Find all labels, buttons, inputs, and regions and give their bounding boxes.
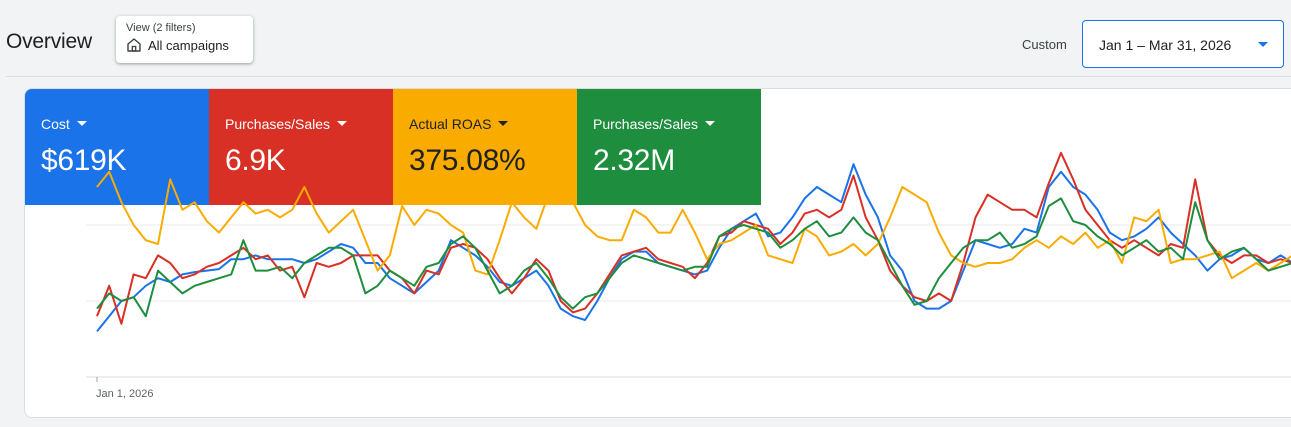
metric-tile-purchases-sales[interactable]: Purchases/Sales 6.9K: [209, 89, 393, 205]
series-line-4: [96, 197, 1291, 318]
page-title: Overview: [6, 30, 92, 53]
dropdown-arrow-icon: [498, 121, 509, 126]
performance-line-chart: Jan 1, 2026: [86, 151, 1291, 400]
header-divider: [6, 76, 1291, 77]
view-filter-button[interactable]: View (2 filters) All campaigns: [116, 16, 253, 63]
view-filter-label: View (2 filters): [126, 22, 196, 34]
dropdown-arrow-icon: [76, 121, 87, 126]
dropdown-arrow-icon: [337, 121, 348, 126]
metric-value: 6.9K: [225, 144, 286, 177]
metric-tile-cost[interactable]: Cost $619K: [25, 89, 209, 205]
performance-card: Cost $619K Purchases/Sales 6.9K Actual R…: [24, 88, 1291, 418]
metric-label: Purchases/Sales: [593, 116, 699, 132]
metric-value: 2.32M: [593, 144, 675, 177]
x-axis-start-label: Jan 1, 2026: [96, 388, 154, 400]
series-line-2: [96, 151, 1291, 325]
metric-value: $619K: [41, 144, 127, 177]
date-range-type-label: Custom: [1022, 37, 1067, 52]
dropdown-arrow-icon: [1258, 42, 1268, 47]
view-filter-value: All campaigns: [148, 37, 229, 53]
series-line-1: [96, 163, 1291, 333]
date-range-picker[interactable]: Jan 1 – Mar 31, 2026: [1082, 20, 1284, 68]
home-icon: [127, 38, 141, 52]
metric-label: Purchases/Sales: [225, 116, 331, 132]
metric-value: 375.08%: [409, 144, 526, 177]
series-line-3: [96, 170, 1291, 280]
date-range-value: Jan 1 – Mar 31, 2026: [1099, 37, 1232, 53]
metric-tile-purchases-sales-value[interactable]: Purchases/Sales 2.32M: [577, 89, 761, 205]
dropdown-arrow-icon: [705, 121, 716, 126]
metric-label: Cost: [41, 116, 70, 132]
metric-tile-actual-roas[interactable]: Actual ROAS 375.08%: [393, 89, 577, 205]
metric-label: Actual ROAS: [409, 116, 492, 132]
